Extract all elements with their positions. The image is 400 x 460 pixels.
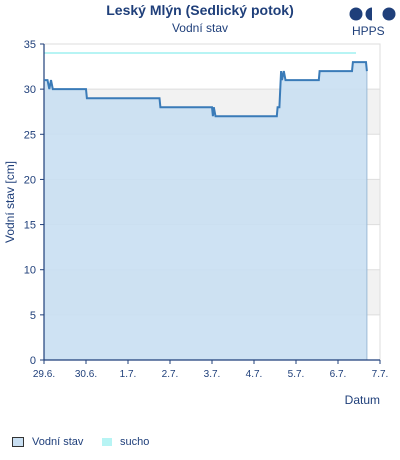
y-tick-label: 0 [30,355,36,367]
chart-title: Leský Mlýn (Sedlický potok) [106,2,294,18]
x-tick-label: 6.7. [330,369,347,380]
x-tick-label: 4.7. [246,369,263,380]
y-tick-label: 20 [24,174,36,186]
x-tick-label: 2.7. [162,369,179,380]
x-tick-label: 1.7. [120,369,137,380]
logo-text: HPPS [352,24,385,38]
x-tick-label: 5.7. [288,369,305,380]
chart-subtitle: Vodní stav [171,21,229,35]
x-ticks: 29.6. 30.6. 1.7. 2.7. 3.7. 4.7. 5.7. 6.7. 7.7. [33,360,388,380]
legend-item-sucho[interactable]: sucho [102,436,149,448]
legend-item-vodni-stav[interactable]: Vodní stav [12,436,83,448]
hpps-logo-icon [349,7,396,21]
series-line-vodni-stav [44,61,368,118]
legend-swatch-sucho [102,438,112,446]
x-axis-label: Datum [345,393,380,407]
y-tick-label: 25 [24,129,36,141]
x-tick-label: 30.6. [75,369,97,380]
y-tick-label: 15 [24,220,36,232]
y-axis-label: Vodní stav [cm] [3,161,17,243]
y-tick-label: 30 [24,84,36,96]
x-tick-label: 29.6. [33,369,55,380]
legend-label-vodni-stav: Vodní stav [32,436,84,448]
y-ticks: 0 5 10 15 20 25 30 35 [24,39,44,367]
y-tick-label: 35 [24,39,36,51]
x-tick-label: 7.7. [372,369,389,380]
y-tick-label: 10 [24,265,36,277]
x-tick-label: 3.7. [204,369,221,380]
legend-swatch-vodni-stav [12,437,24,447]
y-tick-label: 5 [30,310,36,322]
legend-label-sucho: sucho [120,436,150,448]
